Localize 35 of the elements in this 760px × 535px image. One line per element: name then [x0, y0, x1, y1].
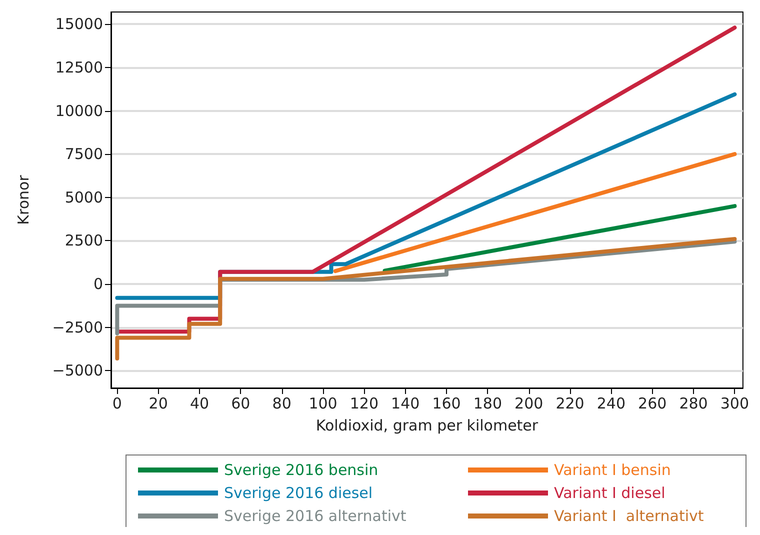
line-series [117, 26, 737, 334]
x-tick-label: 0 [112, 394, 122, 412]
text: Sverige 2016 bensin [224, 461, 378, 479]
x-tick-label: 100 [308, 394, 338, 412]
y-tick-label: 5000 [64, 188, 103, 206]
x-tick-label: 180 [473, 394, 502, 412]
y-tick-label: −2500 [52, 318, 103, 336]
x-tick-label: 140 [391, 394, 420, 412]
x-tick-label: 200 [514, 394, 544, 412]
text: Variant I bensin [554, 461, 671, 479]
x-tick-label: 40 [190, 394, 210, 412]
x-tick-label: 220 [556, 394, 584, 412]
y-tick-label: −5000 [52, 362, 103, 380]
x-tick-label: 280 [679, 394, 708, 412]
y-tick-label: 12500 [55, 58, 103, 76]
x-tick-label: 240 [596, 394, 626, 412]
x-axis-title: Koldioxid, gram per kilometer [316, 416, 539, 434]
x-tick-label: 160 [432, 394, 461, 412]
text: Variant I alternativt [554, 507, 704, 525]
y-tick-label: 15000 [55, 15, 103, 34]
text: Sverige 2016 diesel [224, 484, 373, 502]
text: Variant I diesel [554, 484, 666, 502]
x-tick-label: 80 [272, 394, 292, 412]
y-axis-title: Kronor [14, 174, 32, 225]
x-tick-label: 20 [148, 394, 168, 412]
y-tick-label: 2500 [64, 232, 103, 250]
text: Sverige 2016 alternativt [224, 507, 406, 525]
y-tick-label: 0 [93, 275, 103, 294]
y-tick-label: 7500 [64, 145, 103, 164]
x-tick-label: 120 [350, 394, 379, 412]
line-series [115, 236, 737, 361]
x-tick-label: 60 [231, 394, 250, 412]
x-tick-label: 260 [638, 394, 667, 412]
x-tick-label: 300 [720, 394, 750, 412]
y-tick-label: 10000 [55, 102, 103, 120]
